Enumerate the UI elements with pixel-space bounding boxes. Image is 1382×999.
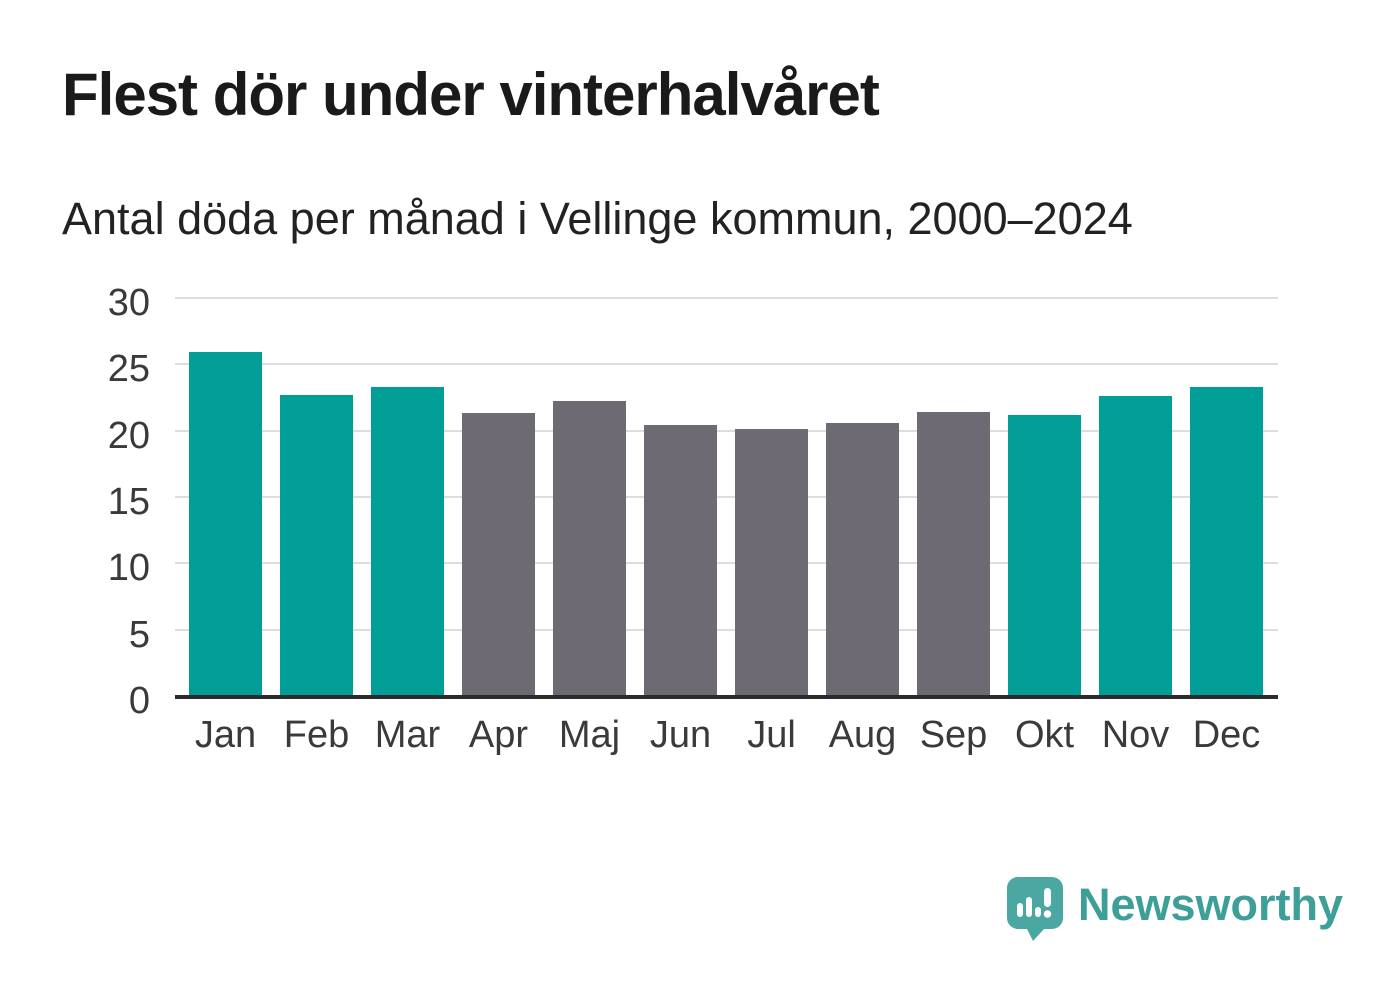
bar-jan <box>189 352 262 695</box>
x-tick-label: Okt <box>1014 714 1075 756</box>
x-tick-label: Jun <box>649 714 712 756</box>
x-tick-label: Mar <box>374 714 441 756</box>
bar-nov <box>1099 396 1172 695</box>
x-tick-label: Jul <box>747 714 796 756</box>
bar-feb <box>280 394 353 695</box>
grid-line <box>175 562 1278 565</box>
y-tick-label: 30 <box>107 282 150 324</box>
x-tick-label: Feb <box>283 714 350 756</box>
chart-title: Flest dör under vinterhalvåret <box>62 61 880 128</box>
chart-subtitle: Antal döda per månad i Vellinge kommun, … <box>62 193 1133 244</box>
bar-chart-speech-bubble-icon <box>1007 877 1063 941</box>
x-tick-label: Aug <box>828 714 897 756</box>
bar-jun <box>644 425 717 695</box>
brand-wordmark: Newsworthy <box>1078 879 1344 930</box>
x-axis-line <box>175 695 1278 699</box>
x-tick-label: Maj <box>558 714 621 756</box>
bar-sep <box>917 412 990 695</box>
bar-dec <box>1190 386 1263 695</box>
y-tick-label: 10 <box>107 547 150 590</box>
bar-okt <box>1008 414 1081 695</box>
y-tick-label: 5 <box>128 613 150 656</box>
x-tick-label: Sep <box>919 714 988 756</box>
y-tick-label: 25 <box>107 348 150 391</box>
grid-line <box>175 363 1278 366</box>
grid-line <box>175 496 1278 498</box>
bar-maj <box>553 401 626 695</box>
y-tick-label: 20 <box>107 414 150 457</box>
bar-mar <box>371 386 444 695</box>
x-tick-label: Dec <box>1192 714 1261 756</box>
y-tick-label: 15 <box>107 481 150 523</box>
grid-line <box>175 297 1278 299</box>
grid-line <box>175 628 1278 631</box>
x-tick-label: Nov <box>1101 714 1170 756</box>
bar-jul <box>735 429 808 695</box>
bar-apr <box>462 413 535 695</box>
x-tick-label: Jan <box>194 714 257 756</box>
y-tick-label: 0 <box>128 680 150 722</box>
x-tick-label: Apr <box>468 714 529 756</box>
grid-line <box>175 429 1278 432</box>
bar-aug <box>826 422 899 695</box>
